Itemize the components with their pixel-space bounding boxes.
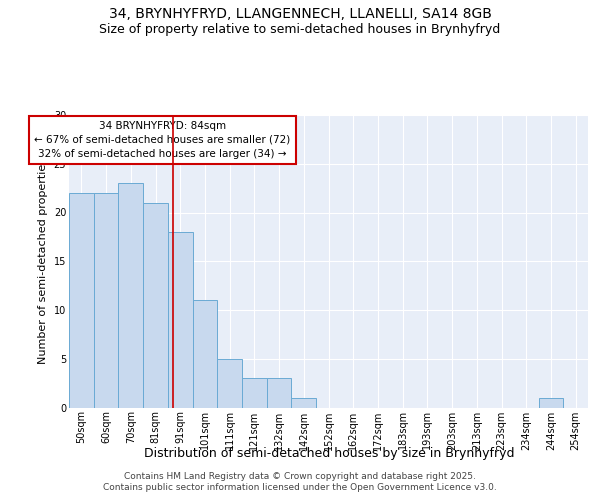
Bar [118,183,143,408]
Bar [69,193,94,408]
Bar [539,398,563,407]
Text: Size of property relative to semi-detached houses in Brynhyfryd: Size of property relative to semi-detach… [100,22,500,36]
Y-axis label: Number of semi-detached properties: Number of semi-detached properties [38,158,48,364]
Text: Contains HM Land Registry data © Crown copyright and database right 2025.
Contai: Contains HM Land Registry data © Crown c… [103,472,497,492]
Text: Distribution of semi-detached houses by size in Brynhyfryd: Distribution of semi-detached houses by … [143,448,514,460]
Bar [217,359,242,408]
Bar [292,398,316,407]
Bar [94,193,118,408]
Bar [193,300,217,408]
Bar [143,203,168,408]
Bar [168,232,193,408]
Text: 34 BRYNHYFRYD: 84sqm
← 67% of semi-detached houses are smaller (72)
32% of semi-: 34 BRYNHYFRYD: 84sqm ← 67% of semi-detac… [34,121,290,159]
Bar [242,378,267,408]
Bar [267,378,292,408]
Text: 34, BRYNHYFRYD, LLANGENNECH, LLANELLI, SA14 8GB: 34, BRYNHYFRYD, LLANGENNECH, LLANELLI, S… [109,8,491,22]
